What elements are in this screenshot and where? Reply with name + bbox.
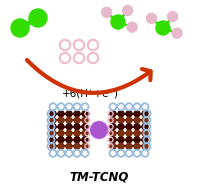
Circle shape (126, 111, 132, 117)
Circle shape (82, 117, 88, 123)
Circle shape (110, 124, 116, 130)
Circle shape (66, 137, 72, 143)
Circle shape (58, 117, 64, 123)
Circle shape (66, 111, 72, 117)
Circle shape (142, 117, 148, 123)
Circle shape (110, 111, 116, 117)
Circle shape (118, 111, 124, 117)
Circle shape (75, 54, 83, 61)
Circle shape (110, 137, 116, 143)
Circle shape (75, 42, 83, 49)
Circle shape (50, 117, 56, 123)
Circle shape (82, 143, 88, 149)
Circle shape (82, 111, 88, 117)
Circle shape (134, 111, 140, 117)
Text: TM-TCNQ: TM-TCNQ (69, 170, 129, 183)
Circle shape (126, 124, 132, 130)
Circle shape (11, 19, 29, 37)
Circle shape (82, 124, 88, 130)
Circle shape (123, 5, 133, 15)
Circle shape (134, 130, 140, 136)
Circle shape (61, 42, 68, 49)
Circle shape (82, 130, 88, 136)
Circle shape (58, 124, 64, 130)
Circle shape (74, 137, 80, 143)
Circle shape (88, 40, 99, 50)
Circle shape (90, 42, 97, 49)
Circle shape (90, 54, 97, 61)
Text: +6(H⁺+e⁻): +6(H⁺+e⁻) (61, 88, 118, 98)
Circle shape (88, 53, 99, 64)
Circle shape (58, 137, 64, 143)
Circle shape (126, 143, 132, 149)
Circle shape (66, 143, 72, 149)
Circle shape (29, 9, 47, 27)
Circle shape (126, 130, 132, 136)
Circle shape (58, 130, 64, 136)
Circle shape (50, 111, 56, 117)
Circle shape (156, 21, 170, 35)
Circle shape (118, 130, 124, 136)
Circle shape (60, 53, 70, 64)
Circle shape (60, 40, 70, 50)
Circle shape (146, 13, 156, 23)
Circle shape (50, 124, 56, 130)
Circle shape (50, 137, 56, 143)
Circle shape (50, 143, 56, 149)
Circle shape (111, 15, 125, 29)
Circle shape (58, 111, 64, 117)
Circle shape (74, 130, 80, 136)
Circle shape (66, 117, 72, 123)
Circle shape (134, 117, 140, 123)
Circle shape (74, 111, 80, 117)
Circle shape (142, 137, 148, 143)
Circle shape (74, 143, 80, 149)
Circle shape (74, 124, 80, 130)
Circle shape (101, 7, 111, 17)
Circle shape (118, 137, 124, 143)
Circle shape (142, 130, 148, 136)
Circle shape (66, 124, 72, 130)
Circle shape (73, 53, 85, 64)
Circle shape (134, 124, 140, 130)
Circle shape (142, 124, 148, 130)
Circle shape (110, 130, 116, 136)
Circle shape (74, 117, 80, 123)
Circle shape (73, 40, 85, 50)
Circle shape (134, 143, 140, 149)
Circle shape (126, 117, 132, 123)
Circle shape (82, 137, 88, 143)
Circle shape (142, 143, 148, 149)
Circle shape (61, 54, 68, 61)
Circle shape (110, 117, 116, 123)
Circle shape (118, 124, 124, 130)
Circle shape (127, 22, 137, 32)
Circle shape (118, 143, 124, 149)
Circle shape (168, 12, 178, 22)
Circle shape (172, 28, 182, 38)
Circle shape (50, 130, 56, 136)
Circle shape (142, 111, 148, 117)
Circle shape (126, 137, 132, 143)
Circle shape (58, 143, 64, 149)
Circle shape (90, 121, 108, 139)
Circle shape (118, 117, 124, 123)
Circle shape (110, 143, 116, 149)
Circle shape (66, 130, 72, 136)
Circle shape (134, 137, 140, 143)
